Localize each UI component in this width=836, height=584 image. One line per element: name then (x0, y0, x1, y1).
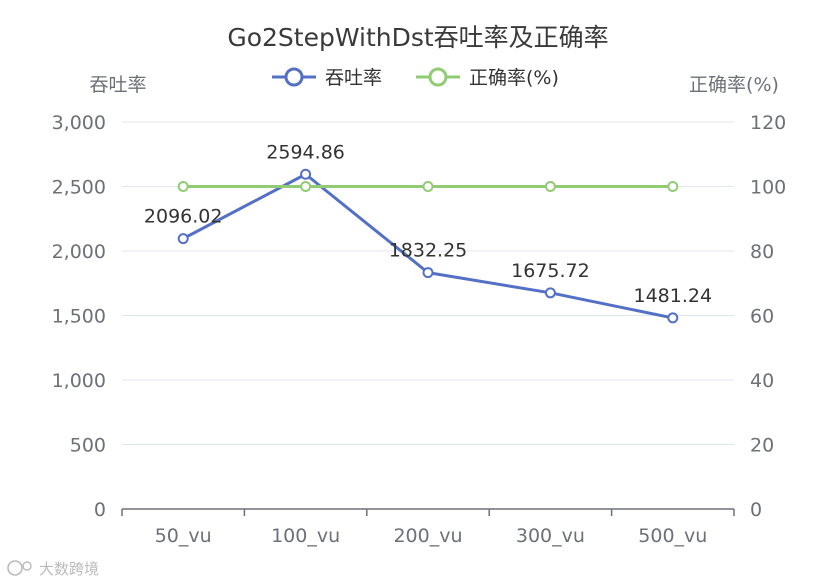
y-left-tick-label: 1,000 (52, 370, 106, 392)
x-tick-label: 500_vu (638, 525, 707, 547)
y-right-tick-label: 100 (750, 177, 786, 199)
series-1-point (544, 181, 556, 192)
y-left-tick-label: 0 (94, 499, 106, 521)
data-label: 2096.02 (144, 206, 223, 228)
series-0-point (300, 168, 312, 180)
y-right-tick-label: 40 (750, 370, 774, 392)
data-label: 1832.25 (389, 240, 468, 262)
series (177, 168, 679, 324)
watermark: 大数跨境 (7, 560, 99, 578)
watermark-text: 大数跨境 (39, 560, 99, 578)
legend-label-throughput: 吞吐率 (325, 67, 382, 89)
y-right-tick-label: 80 (750, 241, 774, 263)
y-left-tick-label: 500 (70, 435, 106, 457)
watermark-logo-icon (7, 560, 32, 576)
series-1-point (300, 181, 312, 192)
legend-marker-accuracy (428, 67, 448, 87)
x-tick-label: 300_vu (516, 525, 585, 547)
y-right-tick-label: 0 (750, 499, 762, 521)
x-tick-label: 50_vu (155, 525, 212, 547)
legend-item-accuracy[interactable]: 正确率(%) (416, 67, 559, 89)
y-left-tick-label: 3,000 (52, 112, 106, 134)
data-label: 2594.86 (266, 141, 345, 163)
legend-marker-throughput (284, 67, 304, 87)
series-0-point (667, 312, 679, 324)
series-0-point (422, 267, 434, 279)
x-tick-label: 100_vu (271, 525, 340, 547)
grid (122, 121, 734, 445)
legend-item-throughput[interactable]: 吞吐率 (272, 67, 382, 89)
x-tick-label: 200_vu (393, 525, 462, 547)
series-0-point (177, 233, 189, 245)
y-left-axis-title: 吞吐率 (89, 74, 146, 96)
legend-label-accuracy: 正确率(%) (469, 67, 559, 89)
data-labels: 2096.02 2594.86 1832.25 1675.72 1481.24 (144, 141, 712, 307)
y-right-tick-label: 20 (750, 435, 774, 457)
series-1-point (667, 181, 679, 192)
axes: 0 0 500 20 1,000 40 1,500 60 2,000 80 2,500 100 3,00… (52, 112, 787, 547)
chart-title: Go2StepWithDst吞吐率及正确率 (227, 23, 608, 52)
y-left-tick-label: 2,500 (52, 177, 106, 199)
legend[interactable]: 吞吐率 正确率(%) (272, 67, 559, 89)
data-label: 1675.72 (511, 260, 590, 282)
y-left-tick-label: 1,500 (52, 306, 106, 328)
series-0-point (544, 287, 556, 299)
series-1-point (177, 181, 189, 192)
data-label: 1481.24 (634, 285, 713, 307)
y-right-axis-title: 正确率(%) (689, 74, 779, 96)
y-right-tick-label: 60 (750, 306, 774, 328)
y-left-tick-label: 2,000 (52, 241, 106, 263)
y-right-tick-label: 120 (750, 112, 786, 134)
series-1-point (422, 181, 434, 192)
